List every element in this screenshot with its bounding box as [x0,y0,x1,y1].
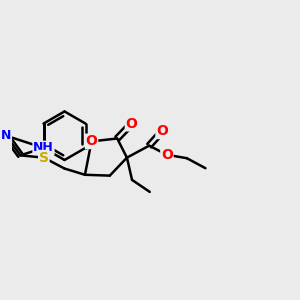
Text: O: O [161,148,173,162]
Text: N: N [1,129,11,142]
Text: O: O [85,134,98,148]
Text: NH: NH [33,141,54,154]
Text: O: O [126,117,137,131]
Text: S: S [39,151,49,165]
Text: O: O [156,124,168,138]
